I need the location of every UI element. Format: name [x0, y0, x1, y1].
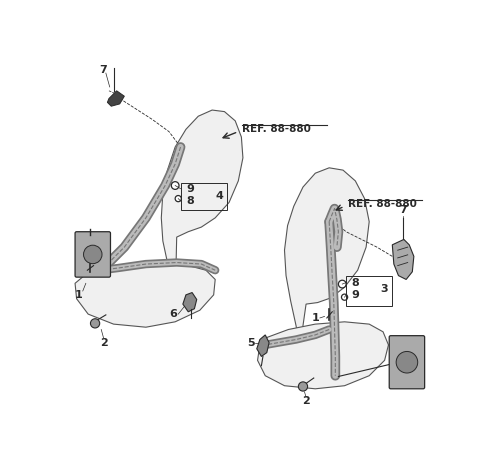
Polygon shape — [183, 292, 197, 312]
FancyBboxPatch shape — [75, 232, 110, 277]
Circle shape — [84, 245, 102, 263]
Polygon shape — [161, 110, 243, 302]
Circle shape — [299, 382, 308, 391]
Text: 3: 3 — [381, 284, 388, 294]
Text: 9: 9 — [351, 290, 359, 300]
Text: 2: 2 — [100, 337, 108, 348]
Circle shape — [175, 196, 181, 202]
Polygon shape — [108, 91, 124, 106]
Text: 4: 4 — [215, 191, 223, 201]
Text: 1: 1 — [312, 313, 319, 323]
Circle shape — [338, 280, 346, 288]
Polygon shape — [285, 168, 369, 347]
Circle shape — [341, 294, 348, 300]
Polygon shape — [75, 264, 215, 327]
Text: 7: 7 — [399, 205, 407, 215]
Polygon shape — [392, 240, 414, 279]
Text: 7: 7 — [100, 65, 108, 75]
Text: 6: 6 — [169, 309, 177, 319]
Text: REF. 88-880: REF. 88-880 — [348, 199, 417, 209]
Circle shape — [396, 351, 418, 373]
Text: 2: 2 — [302, 396, 310, 406]
Text: 8: 8 — [351, 278, 359, 287]
Polygon shape — [257, 335, 269, 357]
Text: 8: 8 — [187, 196, 194, 206]
Text: 5: 5 — [247, 337, 254, 348]
FancyBboxPatch shape — [389, 336, 425, 389]
Text: 1: 1 — [74, 290, 82, 300]
Circle shape — [171, 182, 179, 190]
Polygon shape — [258, 322, 388, 389]
Text: REF. 88-880: REF. 88-880 — [242, 124, 311, 134]
Circle shape — [90, 319, 100, 328]
Text: 9: 9 — [187, 183, 194, 194]
